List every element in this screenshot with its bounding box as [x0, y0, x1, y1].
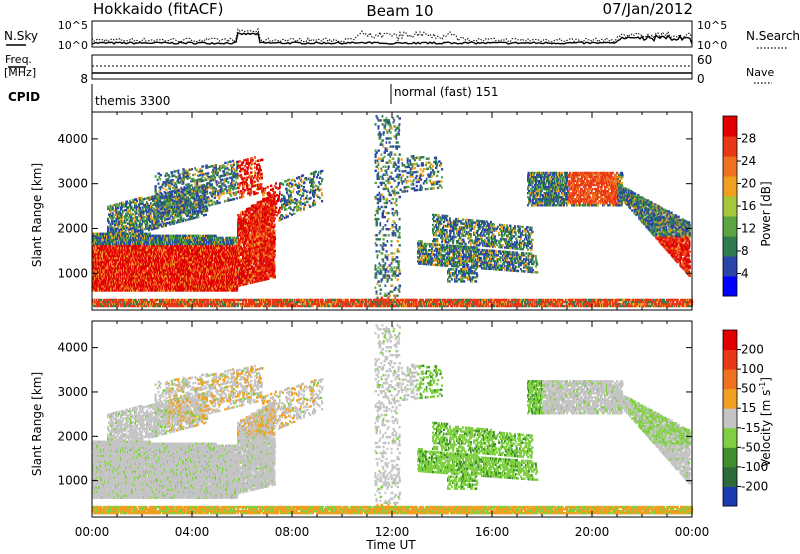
cpid-label: CPID: [8, 90, 40, 104]
freq-label: Freq.: [5, 53, 32, 66]
nsearch-tick-bottom: 10^0: [697, 39, 727, 52]
freq-tick: 8: [80, 72, 88, 86]
nsky-line: [92, 33, 692, 44]
nsearch-label: N.Search: [746, 29, 800, 43]
freq-frame: [92, 55, 692, 79]
nsky-label: N.Sky: [4, 29, 38, 43]
nave-label: Nave: [746, 66, 774, 79]
nsky-strip: N.Sky 10^5 10^0 10^5 10^0 N.Search: [4, 19, 800, 52]
beam-title: Beam 10: [366, 2, 433, 20]
cpid-row: CPID themis 3300 normal (fast) 151: [8, 84, 498, 112]
nsearch-line: [92, 29, 692, 42]
nsky-tick-top: 10^5: [58, 19, 88, 32]
power-heatmap: [92, 115, 693, 307]
cpid-mode-1: themis 3300: [95, 94, 170, 108]
freq-unit: [MHz]: [4, 66, 36, 79]
station-title: Hokkaido (fitACF): [93, 0, 224, 18]
nave-tick-bottom: 0: [697, 72, 705, 86]
nave-tick-top: 60: [697, 53, 712, 67]
figure: Hokkaido (fitACF) Beam 10 07/Jan/2012 N.…: [0, 0, 800, 554]
nsky-tick-bottom: 10^0: [58, 39, 88, 52]
date-title: 07/Jan/2012: [603, 0, 694, 18]
nsearch-tick-top: 10^5: [697, 19, 727, 32]
cpid-mode-2: normal (fast) 151: [394, 85, 498, 99]
freq-strip: Freq. [MHz] 8 60 0 Nave: [4, 53, 774, 86]
